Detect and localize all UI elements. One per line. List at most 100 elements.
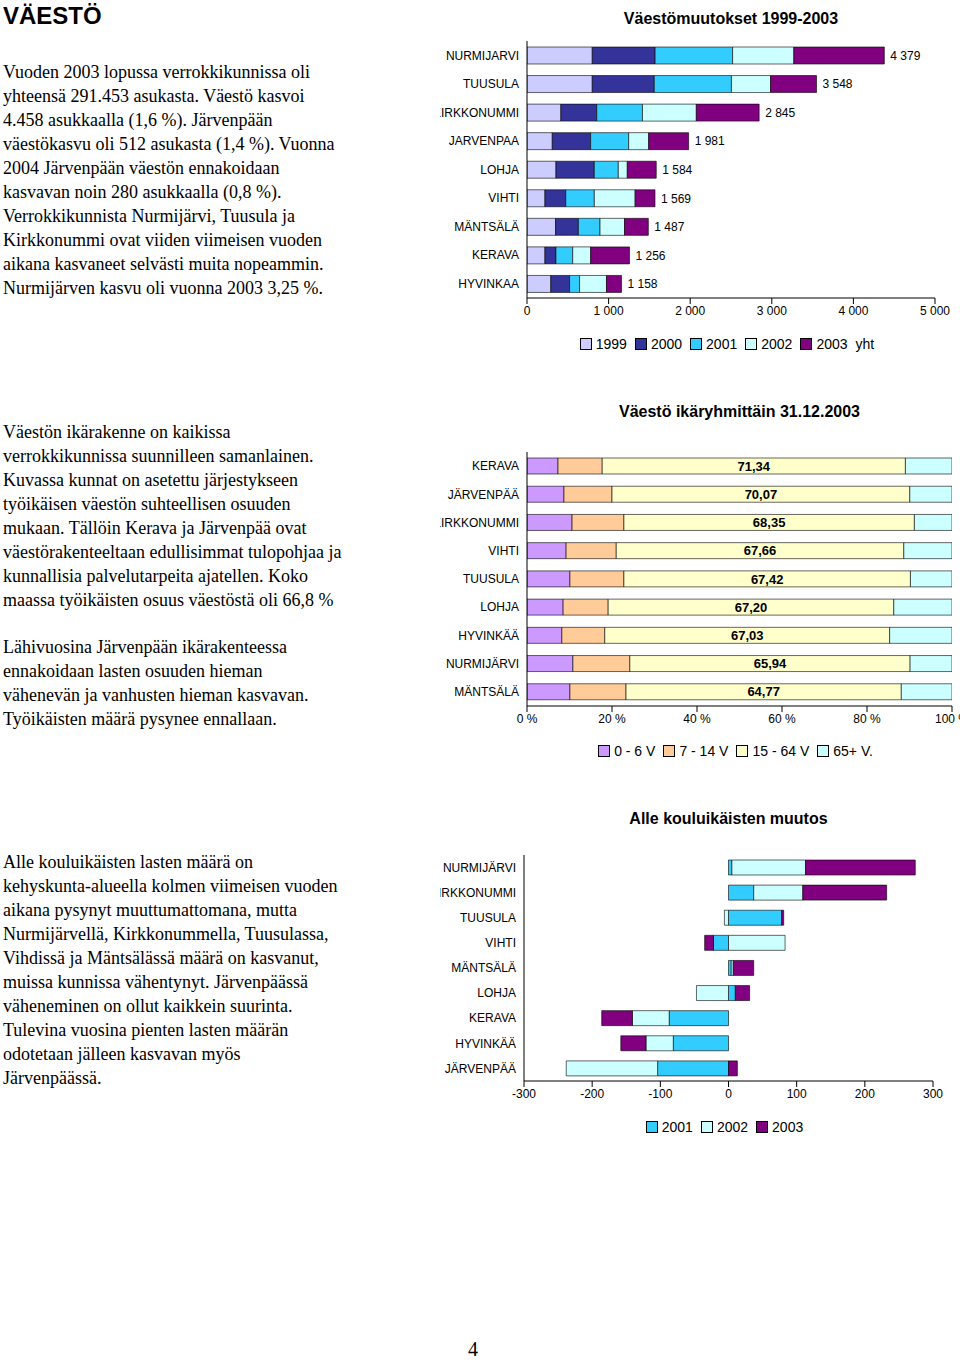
svg-text:64,77: 64,77 (747, 684, 780, 699)
svg-text:71,34: 71,34 (738, 459, 771, 474)
svg-text:JÄRVENPÄÄ: JÄRVENPÄÄ (445, 1062, 516, 1076)
html-text:verrokkikunnissa suunnilleen s: verrokkikunnissa suunnilleen samanlainen… (3, 446, 314, 466)
svg-text:TUUSULA: TUUSULA (463, 77, 519, 91)
html-text:Vuoden 2003 lopussa verrokkiku: Vuoden 2003 lopussa verrokkikunnissa oli (3, 62, 310, 82)
svg-text:3 000: 3 000 (757, 304, 787, 318)
html-text:yhteensä 291.453 asukasta. Väe: yhteensä 291.453 asukasta. Väestö kasvoi (3, 86, 305, 106)
svg-text:HYVINKÄÄ: HYVINKÄÄ (458, 629, 519, 643)
html-text:kasvavan noin 280 asukkaalla (: kasvavan noin 280 asukkaalla (0,8 %). (3, 182, 282, 202)
svg-text:100 %: 100 % (935, 712, 952, 726)
svg-text:MÄNTSÄLÄ: MÄNTSÄLÄ (451, 961, 516, 975)
svg-text:VIHTI: VIHTI (488, 544, 519, 558)
svg-text:HYVINKÄÄ: HYVINKÄÄ (455, 1037, 516, 1051)
html-text:aikana pysynyt muuttumattomana: aikana pysynyt muuttumattomana, mutta (3, 900, 297, 920)
html-text:väheneminen on ollut kaikkein: väheneminen on ollut kaikkein suurinta. (3, 996, 293, 1016)
svg-text:67,42: 67,42 (751, 572, 784, 587)
html-text:muissa kunnissa vähentynyt. Jä: muissa kunnissa vähentynyt. Järvenpäässä (3, 972, 308, 992)
html-text:Väestön ikärakenne on kaikissa: Väestön ikärakenne on kaikissa (3, 422, 231, 442)
html-text:2004 Järvenpään väestön ennako: 2004 Järvenpään väestön ennakoidaan (3, 158, 280, 178)
html-text:vähenevän ja vanhusten hieman: vähenevän ja vanhusten hieman kasvavan. (3, 685, 309, 705)
svg-text:-100: -100 (648, 1087, 672, 1101)
svg-text:NURMIJARVI: NURMIJARVI (446, 49, 519, 63)
html-text:VÄESTÖ: VÄESTÖ (3, 2, 102, 29)
html-text:Työikäisten määrä pysynee enna: Työikäisten määrä pysynee ennallaan. (3, 709, 277, 729)
svg-text:TUUSULA: TUUSULA (463, 572, 519, 586)
svg-text:68,35: 68,35 (753, 515, 786, 530)
svg-text:1 158: 1 158 (627, 277, 657, 291)
svg-text:4 000: 4 000 (838, 304, 868, 318)
html-text:Kuvassa kunnat on asetettu jär: Kuvassa kunnat on asetettu järjestykseen (3, 470, 298, 490)
html-text:Tulevina vuosina pienten laste: Tulevina vuosina pienten lasten määrän (3, 1020, 289, 1040)
html-text:Alle kouluikäisten muutos: Alle kouluikäisten muutos (629, 810, 828, 827)
html-text:Järvenpäässä.: Järvenpäässä. (3, 1068, 102, 1088)
html-text:Alle kouluikäisten lasten määr: Alle kouluikäisten lasten määrä on (3, 852, 253, 872)
svg-text:KERAVA: KERAVA (469, 1011, 516, 1025)
html-text:väestökasvu oli 512 asukasta (: väestökasvu oli 512 asukasta (1,4 %). Vu… (3, 134, 335, 154)
svg-text:JARVENPAA: JARVENPAA (449, 134, 519, 148)
html-text:Väestö ikäryhmittäin 31.12.200: Väestö ikäryhmittäin 31.12.2003 (619, 403, 860, 420)
svg-text:1 981: 1 981 (695, 134, 725, 148)
html-text:Lähivuosina Järvenpään ikärake: Lähivuosina Järvenpään ikärakenteessa (3, 637, 287, 657)
svg-text:MÄNTSÄLÄ: MÄNTSÄLÄ (454, 220, 519, 234)
svg-text:65,94: 65,94 (754, 656, 787, 671)
svg-text:2 845: 2 845 (765, 106, 795, 120)
svg-text:0 %: 0 % (517, 712, 538, 726)
svg-text:JÄRVENPÄÄ: JÄRVENPÄÄ (448, 488, 519, 502)
svg-text:NURMIJÄRVI: NURMIJÄRVI (443, 861, 516, 875)
svg-text:3 548: 3 548 (823, 77, 853, 91)
svg-text:KERAVA: KERAVA (472, 459, 519, 473)
svg-text:-200: -200 (580, 1087, 604, 1101)
html-text:aikana kasvaneet selvästi muit: aikana kasvaneet selvästi muita nopeammi… (3, 254, 324, 274)
html-text:Nurmijärven kasvu oli vuonna 2: Nurmijärven kasvu oli vuonna 2003 3,25 %… (3, 278, 323, 298)
svg-text:TUUSULA: TUUSULA (460, 911, 516, 925)
svg-text:1 569: 1 569 (661, 192, 691, 206)
svg-text:300: 300 (923, 1087, 943, 1101)
html-text:Nurmijärvellä, Kirkkonummella,: Nurmijärvellä, Kirkkonummella, Tuusulass… (3, 924, 329, 944)
svg-text:MÄNTSÄLÄ: MÄNTSÄLÄ (454, 685, 519, 699)
svg-text:HYVINKAA: HYVINKAA (458, 277, 519, 291)
svg-text:0: 0 (725, 1087, 732, 1101)
svg-text:LOHJA: LOHJA (480, 163, 519, 177)
svg-text:60 %: 60 % (768, 712, 796, 726)
html-text:kehyskunta-alueella kolmen vii: kehyskunta-alueella kolmen viimeisen vuo… (3, 876, 338, 896)
html-text:maassa työikäisten osuus väest: maassa työikäisten osuus väestöstä oli 6… (3, 590, 334, 610)
svg-text:4 379: 4 379 (890, 49, 920, 63)
svg-text:KIRKKONUMMI: KIRKKONUMMI (440, 106, 519, 120)
html-text:mukaan. Tällöin Kerava ja Järv: mukaan. Tällöin Kerava ja Järvenpää ovat (3, 518, 307, 538)
html-text:odotetaan jälleen kasvavan myö: odotetaan jälleen kasvavan myös (3, 1044, 241, 1064)
html-text:työikäisen väestön suhteellise: työikäisen väestön suhteellisen osuuden (3, 494, 291, 514)
svg-text:20 %: 20 % (598, 712, 626, 726)
svg-text:KIRKKONUMMI: KIRKKONUMMI (440, 516, 519, 530)
svg-text:-300: -300 (512, 1087, 536, 1101)
svg-text:67,03: 67,03 (731, 628, 764, 643)
svg-text:1 584: 1 584 (662, 163, 692, 177)
svg-text:1 000: 1 000 (594, 304, 624, 318)
html-text:väestörakenteeltaan edullisimm: väestörakenteeltaan edullisimmat tulopoh… (3, 542, 342, 562)
html-text:ennakoidaan lasten osuuden hie: ennakoidaan lasten osuuden hieman (3, 661, 263, 681)
svg-text:VIHTI: VIHTI (485, 936, 516, 950)
svg-text:5 000: 5 000 (920, 304, 950, 318)
svg-text:2 000: 2 000 (675, 304, 705, 318)
svg-text:KERAVA: KERAVA (472, 248, 519, 262)
svg-text:LOHJA: LOHJA (480, 600, 519, 614)
svg-text:80 %: 80 % (853, 712, 881, 726)
svg-text:67,20: 67,20 (735, 600, 768, 615)
svg-text:40 %: 40 % (683, 712, 711, 726)
svg-text:1 256: 1 256 (635, 249, 665, 263)
svg-text:67,66: 67,66 (744, 543, 777, 558)
svg-text:200: 200 (855, 1087, 875, 1101)
svg-text:VIHTI: VIHTI (488, 191, 519, 205)
html-text:Vihdissä ja Mäntsälässä määrä: Vihdissä ja Mäntsälässä määrä on kasvanu… (3, 948, 319, 968)
html-text:kunnallisia palvelutarpeita aj: kunnallisia palvelutarpeita ajatellen. K… (3, 566, 308, 586)
svg-text:NURMIJÄRVI: NURMIJÄRVI (446, 657, 519, 671)
html-text:Väestömuutokset 1999-2003: Väestömuutokset 1999-2003 (623, 10, 839, 27)
svg-text:1 487: 1 487 (654, 220, 684, 234)
html-text:Kirkkonummi ovat viiden viimei: Kirkkonummi ovat viiden viimeisen vuoden (3, 230, 322, 250)
svg-text:70,07: 70,07 (745, 487, 778, 502)
svg-text:0: 0 (524, 304, 531, 318)
svg-text:100: 100 (787, 1087, 807, 1101)
html-text:4.458 asukkaalla (1,6 %). Järv: 4.458 asukkaalla (1,6 %). Järvenpään (3, 110, 273, 130)
html-text:Verrokkikunnista Nurmijärvi, T: Verrokkikunnista Nurmijärvi, Tuusula ja (3, 206, 295, 226)
svg-text:LOHJA: LOHJA (477, 986, 516, 1000)
svg-text:KIRKKONUMMI: KIRKKONUMMI (440, 886, 516, 900)
